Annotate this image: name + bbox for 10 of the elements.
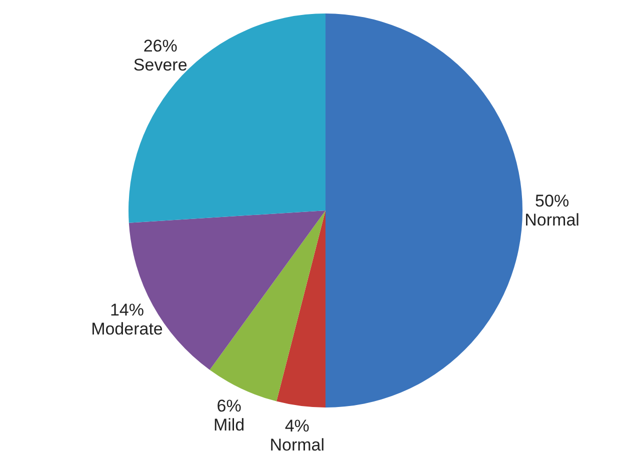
- data-label: 26%: [143, 36, 178, 56]
- slice-label: Mild: [213, 415, 245, 434]
- data-label: 14%: [110, 300, 144, 320]
- slice-label: Severe: [133, 55, 188, 74]
- data-label: 4%: [284, 416, 310, 436]
- slice-label: Moderate: [91, 320, 163, 339]
- data-label: 50%: [535, 192, 570, 210]
- slice-label: Normal: [524, 210, 580, 230]
- data-label: 6%: [216, 396, 242, 416]
- slice-label: Normal: [270, 435, 325, 454]
